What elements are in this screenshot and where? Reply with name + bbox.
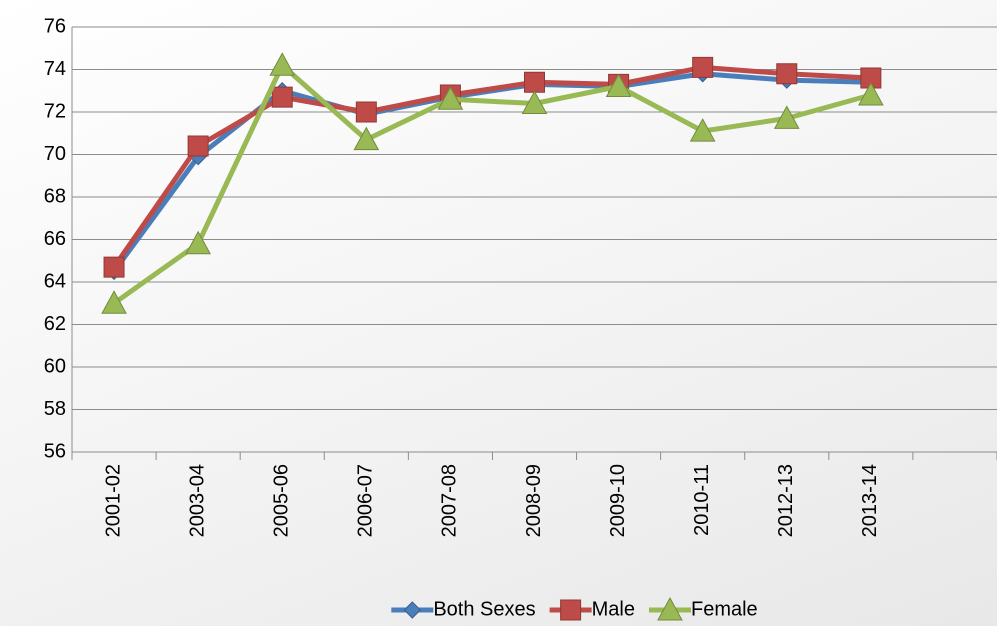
marker (187, 135, 209, 157)
marker (524, 71, 545, 93)
y-tick-label: 76 (44, 15, 66, 37)
marker (773, 105, 800, 129)
y-tick-label: 64 (44, 270, 66, 292)
marker (101, 290, 127, 314)
y-tick-label: 68 (44, 185, 66, 207)
marker (605, 73, 632, 97)
marker (353, 126, 380, 151)
legend-label: Both Sexes (433, 598, 535, 620)
marker (269, 52, 296, 76)
series-line (112, 62, 872, 306)
y-tick-label: 72 (44, 100, 66, 122)
legend: Both Sexes Male Female (391, 596, 758, 621)
legend-label: Male (592, 598, 635, 620)
x-tick-label: 2013-14 (859, 464, 881, 537)
y-tick-label: 62 (44, 313, 66, 335)
x-tick-label: 2007-08 (439, 464, 461, 537)
y-tick-label: 66 (44, 228, 66, 250)
x-tick-label: 2009-10 (607, 464, 629, 537)
legend-item: Both Sexes (391, 598, 536, 620)
marker (689, 118, 716, 142)
y-tick-label: 60 (44, 355, 66, 377)
y-tick-label: 70 (44, 143, 66, 165)
y-tick-label: 56 (44, 440, 66, 462)
legend-label: Female (691, 598, 758, 620)
x-tick-label: 2010-11 (691, 464, 713, 536)
legend-item: Female (648, 596, 758, 621)
marker (437, 86, 464, 110)
x-tick-label: 2005-06 (271, 464, 293, 537)
marker (355, 101, 377, 123)
legend-marker (657, 596, 683, 621)
legend-item: Male (549, 598, 635, 621)
x-tick-label: 2008-09 (523, 464, 545, 537)
x-tick-label: 2006-07 (355, 464, 377, 537)
y-tick-label: 74 (44, 58, 66, 80)
y-tick-label: 58 (44, 398, 66, 420)
marker (185, 230, 211, 255)
marker (271, 86, 293, 108)
marker (103, 256, 125, 278)
marker (521, 90, 548, 114)
x-tick-label: 2001-02 (102, 464, 124, 537)
legend-marker (560, 599, 582, 621)
x-tick-label: 2012-13 (775, 464, 797, 537)
marker (858, 81, 884, 106)
series-line (111, 64, 871, 269)
legend-marker (403, 601, 422, 619)
marker (776, 63, 798, 85)
x-tick-label: 2003-04 (186, 464, 208, 537)
marker (692, 56, 714, 78)
